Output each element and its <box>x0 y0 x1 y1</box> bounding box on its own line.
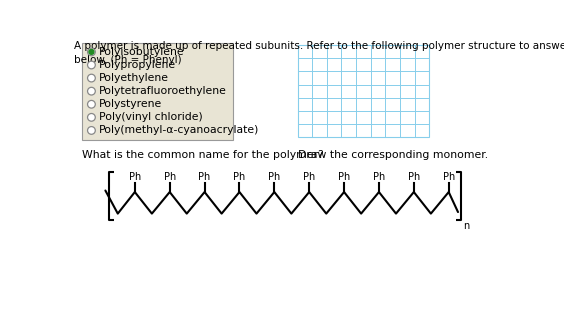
Bar <box>82 43 233 140</box>
Text: Polyisobutylene: Polyisobutylene <box>99 47 185 57</box>
Text: Ph: Ph <box>199 172 211 182</box>
Circle shape <box>87 48 95 56</box>
Text: Ph: Ph <box>408 172 420 182</box>
Circle shape <box>89 49 94 54</box>
Bar <box>298 45 429 137</box>
Text: Ph: Ph <box>129 172 141 182</box>
Circle shape <box>87 87 95 95</box>
Text: Ph: Ph <box>303 172 315 182</box>
Text: Polyethylene: Polyethylene <box>99 73 169 83</box>
Text: Poly(methyl-α-cyanoacrylate): Poly(methyl-α-cyanoacrylate) <box>99 126 259 135</box>
Circle shape <box>87 74 95 82</box>
Circle shape <box>87 100 95 108</box>
Text: Poly(vinyl chloride): Poly(vinyl chloride) <box>99 112 203 122</box>
Text: What is the common name for the polymer?: What is the common name for the polymer? <box>82 150 324 160</box>
Text: Ph: Ph <box>233 172 245 182</box>
Circle shape <box>87 113 95 121</box>
Text: Polystyrene: Polystyrene <box>99 99 162 109</box>
Text: Draw the corresponding monomer.: Draw the corresponding monomer. <box>298 150 488 160</box>
Text: A polymer is made up of repeated subunits. Refer to the following polymer struct: A polymer is made up of repeated subunit… <box>74 41 564 65</box>
Text: n: n <box>462 221 469 230</box>
Text: Ph: Ph <box>338 172 350 182</box>
Circle shape <box>87 126 95 134</box>
Text: Ph: Ph <box>373 172 385 182</box>
Text: Polypropylene: Polypropylene <box>99 60 177 70</box>
Text: Ph: Ph <box>443 172 455 182</box>
Text: Ph: Ph <box>164 172 176 182</box>
Text: Ph: Ph <box>268 172 280 182</box>
Circle shape <box>87 61 95 69</box>
Text: Polytetrafluoroethylene: Polytetrafluoroethylene <box>99 86 227 96</box>
